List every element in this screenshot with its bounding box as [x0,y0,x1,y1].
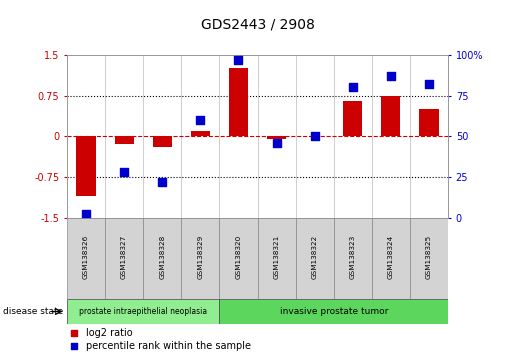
Bar [143,218,181,299]
Text: GSM138326: GSM138326 [83,235,89,279]
Text: prostate intraepithelial neoplasia: prostate intraepithelial neoplasia [79,307,207,316]
Text: GSM138323: GSM138323 [350,235,356,279]
Bar [219,218,258,299]
Bar [267,136,286,139]
Bar [114,136,134,144]
Point [234,57,243,63]
Point [196,117,204,123]
Bar [76,136,96,196]
Text: GSM138321: GSM138321 [273,235,280,279]
Point [158,179,166,185]
Bar [410,218,448,299]
Bar [67,218,105,299]
Bar [191,131,210,136]
Bar [419,109,439,136]
Bar [344,101,363,136]
Point [311,133,319,139]
Text: invasive prostate tumor: invasive prostate tumor [280,307,388,316]
Bar [229,68,248,136]
Point [70,343,78,348]
Point [120,169,128,175]
Point [70,330,78,336]
Text: GSM138328: GSM138328 [159,235,165,279]
Bar [372,218,410,299]
Text: GSM138329: GSM138329 [197,235,203,279]
Bar [334,218,372,299]
Text: percentile rank within the sample: percentile rank within the sample [85,341,251,350]
Text: GSM138320: GSM138320 [235,235,242,279]
Text: disease state: disease state [3,307,63,316]
Bar [181,218,219,299]
Point [82,212,90,217]
Bar [153,136,172,147]
Bar [382,96,401,136]
Bar [219,299,448,324]
Text: GSM138327: GSM138327 [121,235,127,279]
Text: log2 ratio: log2 ratio [85,328,132,338]
Point [387,73,395,79]
Point [272,140,281,145]
Bar [105,218,143,299]
Text: GSM138322: GSM138322 [312,235,318,279]
Text: GSM138325: GSM138325 [426,235,432,279]
Text: GSM138324: GSM138324 [388,235,394,279]
Bar [67,299,219,324]
Point [349,85,357,90]
Bar [258,218,296,299]
Bar [296,218,334,299]
Text: GDS2443 / 2908: GDS2443 / 2908 [200,18,315,32]
Point [425,81,433,87]
